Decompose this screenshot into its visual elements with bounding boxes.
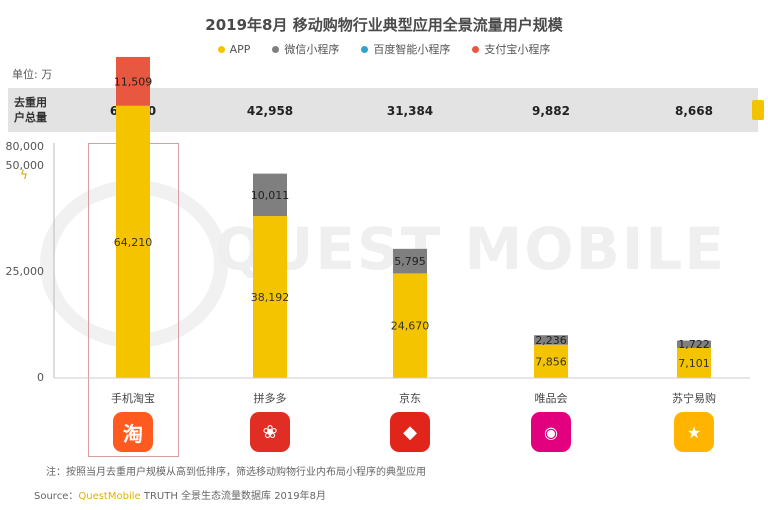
bar-segment [534,344,568,378]
category-label: 手机淘宝 [111,392,155,405]
category-label: 苏宁易购 [672,392,716,405]
source-text: TRUTH 全景生态流量数据库 2019年8月 [140,491,327,502]
y-tick-label: 50,000 [5,159,45,172]
legend-dot [361,45,369,53]
y-tick-label: 80,000 [5,140,45,153]
y-tick-label: 25,000 [5,265,45,278]
bar-value-label: 7,856 [535,355,567,368]
bar-segment [253,173,287,217]
bar-value-label: 64,210 [114,236,153,249]
source-prefix: Source： [34,491,79,502]
legend-item: 百度智能小程序 [361,41,450,57]
suning-icon: ★ [674,412,714,452]
watermark-text: QUEST MOBILE [215,215,726,283]
pinduoduo-icon: ❀ [250,412,290,452]
legend-dot [472,45,480,53]
bar-segment [677,347,711,378]
bar-value-label: 10,011 [251,189,290,202]
bar-segment [534,335,568,345]
jd-icon: ◆ [390,412,430,452]
legend-dot [272,45,280,53]
chart-title: 2019年8月 移动购物行业典型应用全景流量用户规模 [205,16,563,34]
bar-segment [253,216,287,378]
bar-segment [116,56,150,106]
unit-label: 单位: 万 [12,68,53,81]
bar-value-label: 5,795 [394,255,426,268]
bar-value-label: 11,509 [114,75,153,88]
bar-value-label: 2,236 [535,334,567,347]
total-value: 8,668 [675,104,713,118]
footnote: 注：按照当月去重用户规模从高到低排序，筛选移动购物行业内布局小程序的典型应用 [46,467,426,478]
totals-label: 去重用户总量 [14,96,47,124]
category-label: 拼多多 [253,392,287,405]
bar-value-label: 7,101 [678,357,710,370]
bar-segment [116,105,150,378]
bar-segment [393,248,427,274]
category-label: 唯品会 [534,392,568,405]
legend-item: 支付宝小程序 [472,41,550,57]
legend-label: 微信小程序 [284,43,340,56]
vipshop-icon: ◉ [531,412,571,452]
total-value: 31,384 [386,104,434,118]
bar-value-label: 24,670 [391,320,430,333]
y-tick-label: 0 [37,371,44,384]
taobao-icon: 淘 [113,412,153,452]
legend-label: APP [229,42,251,56]
bar-value-label: 38,192 [251,291,290,304]
category-label: 京东 [399,392,421,405]
legend-item: 微信小程序 [272,41,339,57]
total-value: 42,958 [246,104,294,118]
source-line: Source：QuestMobile TRUTH 全景生态流量数据库 2019年… [34,487,326,502]
bar-segment [677,340,711,348]
chart-legend: APP 微信小程序 百度智能小程序 支付宝小程序 [0,41,768,57]
bar-segment [393,273,427,378]
axis-break-icon: ϟ [20,168,28,182]
legend-dot [217,45,225,53]
bar-value-label: 1,722 [678,338,710,351]
source-brand: QuestMobile [78,491,141,502]
total-value: 9,882 [532,104,570,118]
legend-label: 支付宝小程序 [484,43,551,56]
legend-label: 百度智能小程序 [373,43,451,56]
legend-item: APP [217,41,251,57]
